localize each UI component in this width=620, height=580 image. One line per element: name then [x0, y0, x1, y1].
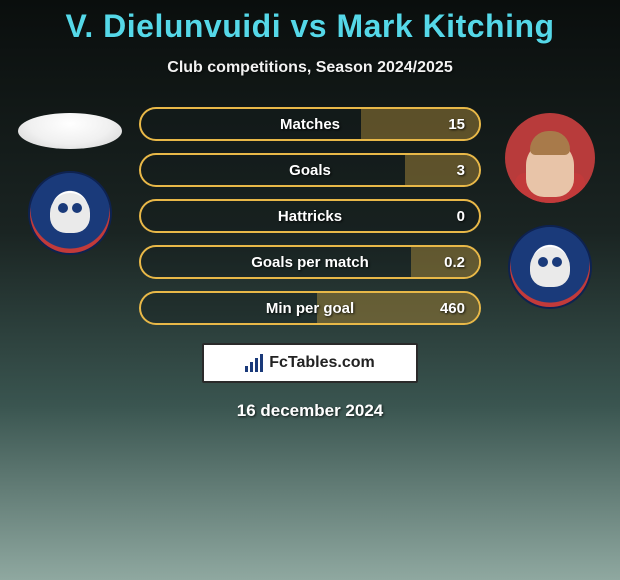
comparison-card: V. Dielunvuidi vs Mark Kitching Club com… — [0, 0, 620, 421]
stat-label: Hattricks — [278, 208, 342, 225]
bar-chart-icon — [245, 354, 263, 372]
stat-bar: Min per goal 460 — [139, 291, 481, 325]
subtitle: Club competitions, Season 2024/2025 — [0, 59, 620, 77]
stat-label: Goals — [289, 162, 331, 179]
stat-bar: Matches 15 — [139, 107, 481, 141]
stat-label: Min per goal — [266, 300, 354, 317]
stat-label: Matches — [280, 116, 340, 133]
player-face — [526, 141, 574, 197]
date-label: 16 december 2024 — [0, 401, 620, 421]
stat-value-right: 3 — [457, 162, 465, 179]
stat-bar: Goals 3 — [139, 153, 481, 187]
owl-icon — [530, 247, 570, 287]
stat-value-right: 15 — [448, 116, 465, 133]
player-left-column — [19, 107, 121, 255]
player-right-club-badge — [508, 225, 592, 309]
stat-label: Goals per match — [251, 254, 369, 271]
player-right-column — [499, 107, 601, 309]
stat-value-right: 0 — [457, 208, 465, 225]
stat-bar: Goals per match 0.2 — [139, 245, 481, 279]
brand-text: FcTables.com — [269, 354, 375, 372]
player-right-avatar — [505, 113, 595, 203]
page-title: V. Dielunvuidi vs Mark Kitching — [0, 8, 620, 45]
stats-list: Matches 15 Goals 3 Hattricks 0 Goals per match… — [139, 107, 481, 325]
player-left-avatar — [18, 113, 122, 149]
stat-fill — [405, 155, 479, 185]
owl-icon — [50, 193, 90, 233]
player-left-club-badge — [28, 171, 112, 255]
brand-logo: FcTables.com — [202, 343, 418, 383]
stat-value-right: 460 — [440, 300, 465, 317]
stat-bar: Hattricks 0 — [139, 199, 481, 233]
main-row: Matches 15 Goals 3 Hattricks 0 Goals per match… — [0, 107, 620, 325]
stat-value-right: 0.2 — [444, 254, 465, 271]
